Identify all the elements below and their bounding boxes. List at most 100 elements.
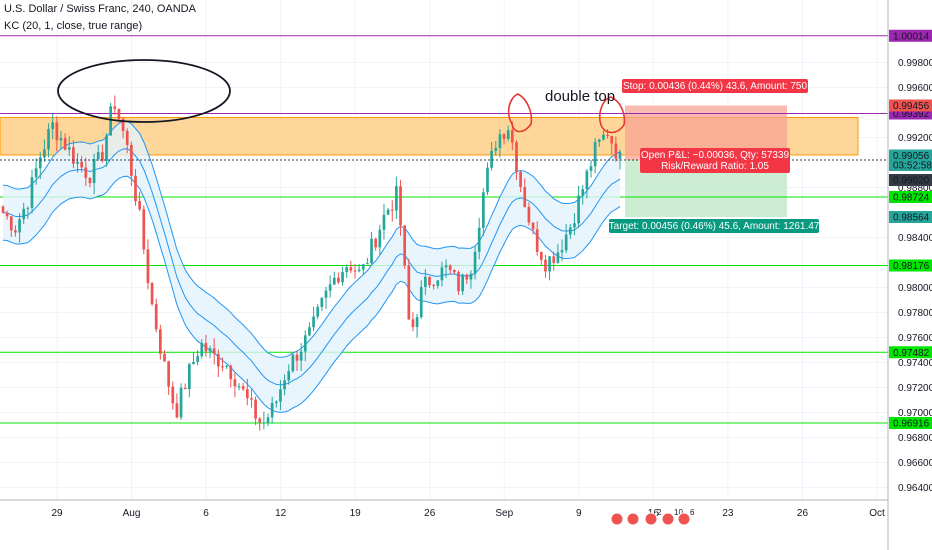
candle-body [233, 379, 237, 387]
candle-body [556, 252, 560, 263]
candle-body [154, 304, 158, 330]
candle-body [366, 263, 369, 265]
candle-body [345, 267, 349, 273]
candle-body [262, 422, 266, 424]
candle-body [341, 272, 344, 283]
candle-body [316, 306, 320, 317]
price-tag-label: 03:52:58 [893, 161, 932, 172]
price-tag [889, 174, 932, 186]
pnl-label-box [640, 148, 790, 173]
candle-body [386, 209, 390, 215]
candle-body [510, 130, 514, 143]
x-tick-label: 26 [797, 508, 809, 519]
indicator-title: KC (20, 1, close, true range) [4, 20, 143, 32]
candles [1, 95, 622, 431]
candle-body [428, 276, 431, 286]
candle-body [208, 348, 212, 352]
candle-body [121, 118, 125, 131]
event-badge-count: 6 [690, 508, 695, 517]
circle-annotation [57, 59, 231, 123]
top-mark-2 [598, 96, 626, 134]
candle-body [279, 389, 282, 402]
candle-body [18, 219, 21, 233]
price-tag-label: 0.99456 [893, 101, 930, 112]
y-tick-label: 0.98800 [898, 183, 932, 194]
candle-body [245, 389, 249, 399]
candle-body [544, 259, 547, 272]
candle-body [602, 134, 605, 140]
event-badge-count: 2 [657, 508, 662, 517]
x-tick-label: Sep [495, 508, 513, 519]
candle-body [477, 227, 481, 252]
candle-body [382, 214, 386, 230]
candle-body [72, 147, 75, 164]
x-tick-label: 6 [203, 508, 209, 519]
candle-body [196, 356, 199, 362]
candle-body [448, 265, 452, 271]
candle-body [320, 297, 324, 307]
level-tag-label: 0.96916 [893, 419, 930, 430]
candle-body [287, 371, 291, 381]
candle-body [150, 283, 154, 305]
candle-body [515, 142, 518, 172]
candle-body [225, 365, 228, 367]
stop-label-text: Stop: 0.00436 (0.44%) 43.6, Amount: 750 [623, 81, 807, 92]
x-tick-label: 19 [350, 508, 362, 519]
y-tick-label: 0.99200 [898, 133, 932, 144]
y-tick-label: 0.97400 [898, 358, 932, 369]
candle-body [34, 168, 38, 178]
candle-body [76, 161, 79, 164]
candle-body [490, 150, 493, 168]
top-mark-1 [507, 93, 533, 133]
candle-body [171, 386, 175, 404]
candle-body [192, 361, 195, 365]
candle-body [55, 122, 59, 141]
annotations: double top [57, 59, 626, 134]
candle-body [436, 280, 440, 286]
x-tick-label: 29 [51, 508, 63, 519]
candle-body [105, 135, 108, 161]
candle-body [440, 267, 444, 281]
symbol-title: U.S. Dollar / Swiss Franc, 240, OANDA [4, 3, 196, 15]
candle-body [250, 398, 253, 400]
candle-body [88, 177, 92, 184]
price-axis[interactable]: 0.96400 0.96600 0.96800 0.97000 0.97200 0.974… [887, 0, 932, 550]
candle-body [241, 386, 245, 390]
candle-body [274, 401, 278, 404]
event-badges[interactable]: 2 10 6 [610, 508, 695, 526]
candle-body [374, 238, 378, 248]
candle-body [523, 187, 527, 207]
level-tag [889, 346, 932, 359]
candle-body [498, 134, 502, 148]
candle-body [179, 387, 183, 418]
price-tag-label: 0.98564 [893, 213, 930, 224]
candle-body [407, 265, 411, 320]
candle-body [618, 152, 622, 159]
candle-body [175, 403, 179, 418]
position-labels: Stop: 0.00436 (0.44%) 43.6, Amount: 750 O… [609, 79, 820, 233]
y-tick-label: 0.97600 [898, 333, 932, 344]
candle-body [113, 106, 117, 109]
keltner-middle-line [2, 148, 621, 386]
y-tick-label: 0.97000 [898, 408, 932, 419]
event-badge-icon [644, 512, 658, 526]
candle-body [494, 147, 498, 151]
candle-body [457, 272, 460, 292]
candle-body [560, 250, 564, 253]
y-tick-label: 0.96800 [898, 433, 932, 444]
level-tag-label: 1.00014 [893, 31, 930, 42]
stop-label-box [622, 79, 808, 93]
candle-body [415, 317, 419, 328]
price-tag-label: 0.99056 [893, 151, 930, 162]
candle-body [568, 227, 572, 235]
candle-body [597, 139, 601, 142]
time-axis[interactable]: 29Aug6121926Sep9162326Oct [0, 499, 888, 519]
flag-icon [610, 512, 624, 526]
level-tag [889, 259, 932, 272]
candle-body [548, 256, 551, 272]
candle-body [411, 319, 415, 328]
y-tick-label: 0.96400 [898, 483, 932, 494]
candle-body [22, 208, 26, 220]
candle-body [610, 136, 614, 144]
